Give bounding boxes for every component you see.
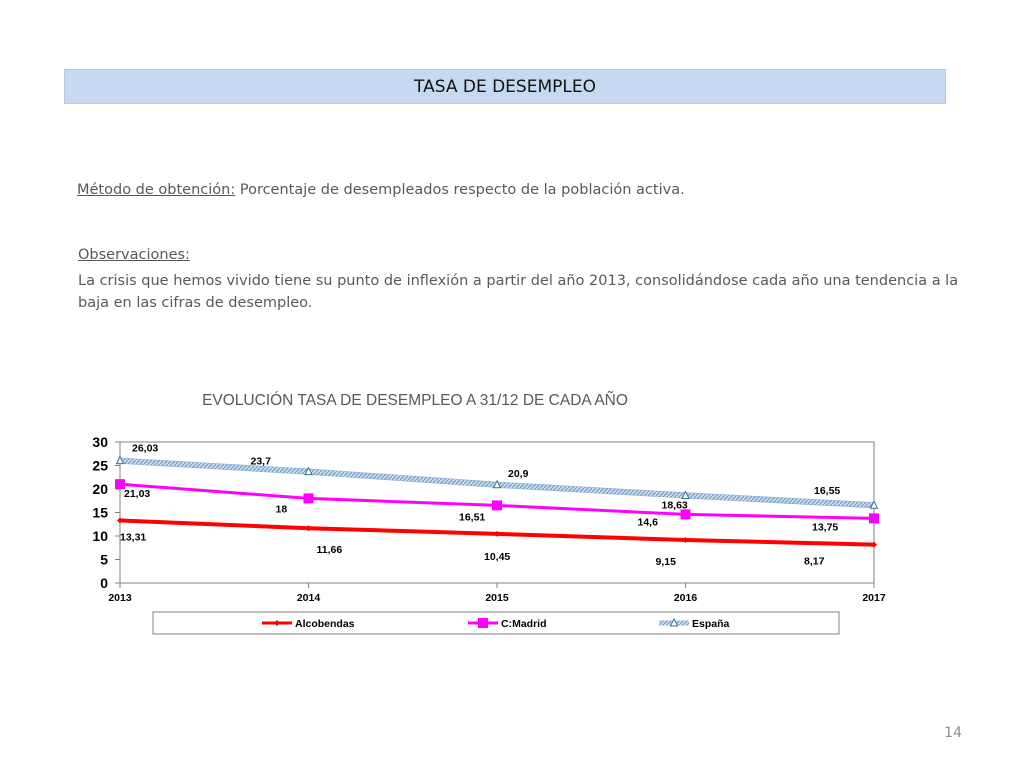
- data-label: 16,51: [459, 511, 485, 523]
- x-tick-label: 2015: [485, 592, 509, 604]
- data-label: 10,45: [484, 551, 510, 563]
- method-text: Porcentaje de desempleados respecto de l…: [235, 182, 685, 198]
- chart-plot-area: 0 5 10 15 20 25 30 2013 2014 2015 2016 2017 13,31 11,…: [92, 434, 885, 604]
- y-tick-label: 15: [92, 505, 108, 521]
- data-point: [305, 525, 312, 532]
- data-label: 21,03: [124, 488, 150, 500]
- data-label: 8,17: [804, 556, 825, 568]
- data-label: 16,55: [814, 485, 840, 497]
- data-label: 14,6: [638, 516, 659, 528]
- data-point: [303, 493, 314, 504]
- data-point: [494, 530, 500, 537]
- legend-label: España: [692, 618, 730, 630]
- series-alcobendas: [117, 517, 877, 548]
- chart-title: EVOLUCIÓN TASA DE DESEMPLEO A 31/12 DE C…: [202, 392, 628, 409]
- data-point: [869, 500, 879, 509]
- data-label: 13,75: [812, 521, 838, 533]
- legend-entry: España: [659, 617, 730, 630]
- data-label: 9,15: [656, 556, 677, 568]
- data-point: [680, 509, 691, 520]
- legend-marker: [478, 618, 488, 628]
- data-point: [115, 455, 125, 465]
- legend-label: Alcobendas: [295, 618, 355, 630]
- data-point: [681, 490, 690, 499]
- data-label: 18,63: [662, 499, 688, 511]
- legend-label: C:Madrid: [501, 618, 547, 630]
- legend-marker: [274, 620, 280, 626]
- y-tick-label: 10: [92, 528, 108, 544]
- page-number: 14: [944, 725, 962, 741]
- data-label: 18: [276, 503, 288, 515]
- x-tick-label: 2013: [108, 592, 132, 604]
- data-point: [492, 500, 502, 511]
- y-tick-label: 30: [92, 434, 108, 450]
- y-tick-label: 0: [100, 575, 108, 591]
- observations-text: La crisis que hemos vivido tiene su punt…: [78, 273, 959, 311]
- data-point: [869, 513, 879, 524]
- data-point: [682, 536, 689, 543]
- data-point: [304, 466, 313, 476]
- slide-title-band: TASA DE DESEMPLEO: [64, 69, 946, 104]
- series-españa: [115, 455, 879, 509]
- method-label: Método de obtención:: [77, 182, 236, 198]
- data-point: [115, 479, 125, 490]
- x-tick-label: 2014: [297, 592, 321, 604]
- data-label: 23,7: [251, 456, 272, 468]
- legend-marker: [669, 617, 679, 627]
- y-tick-label: 25: [92, 458, 108, 474]
- data-label: 11,66: [317, 544, 343, 556]
- y-tick-label: 20: [92, 481, 108, 497]
- x-tick-label: 2016: [674, 592, 698, 604]
- method-paragraph: Método de obtención: Porcentaje de desem…: [77, 182, 977, 198]
- legend-entry: Alcobendas: [262, 618, 355, 630]
- data-point: [492, 479, 502, 489]
- legend-entry: C:Madrid: [468, 618, 547, 630]
- x-tick-label: 2017: [862, 592, 886, 604]
- chart-legend: Alcobendas C:Madrid España: [152, 611, 840, 635]
- series-c-madrid: [115, 479, 879, 524]
- y-tick-label: 5: [100, 552, 108, 568]
- slide-title: TASA DE DESEMPLEO: [414, 76, 596, 97]
- data-point: [871, 541, 877, 548]
- data-point: [117, 517, 123, 524]
- observations-heading: Observaciones:: [78, 247, 190, 263]
- data-label: 20,9: [508, 468, 529, 480]
- data-label: 26,03: [132, 443, 158, 455]
- data-label: 13,31: [120, 531, 146, 543]
